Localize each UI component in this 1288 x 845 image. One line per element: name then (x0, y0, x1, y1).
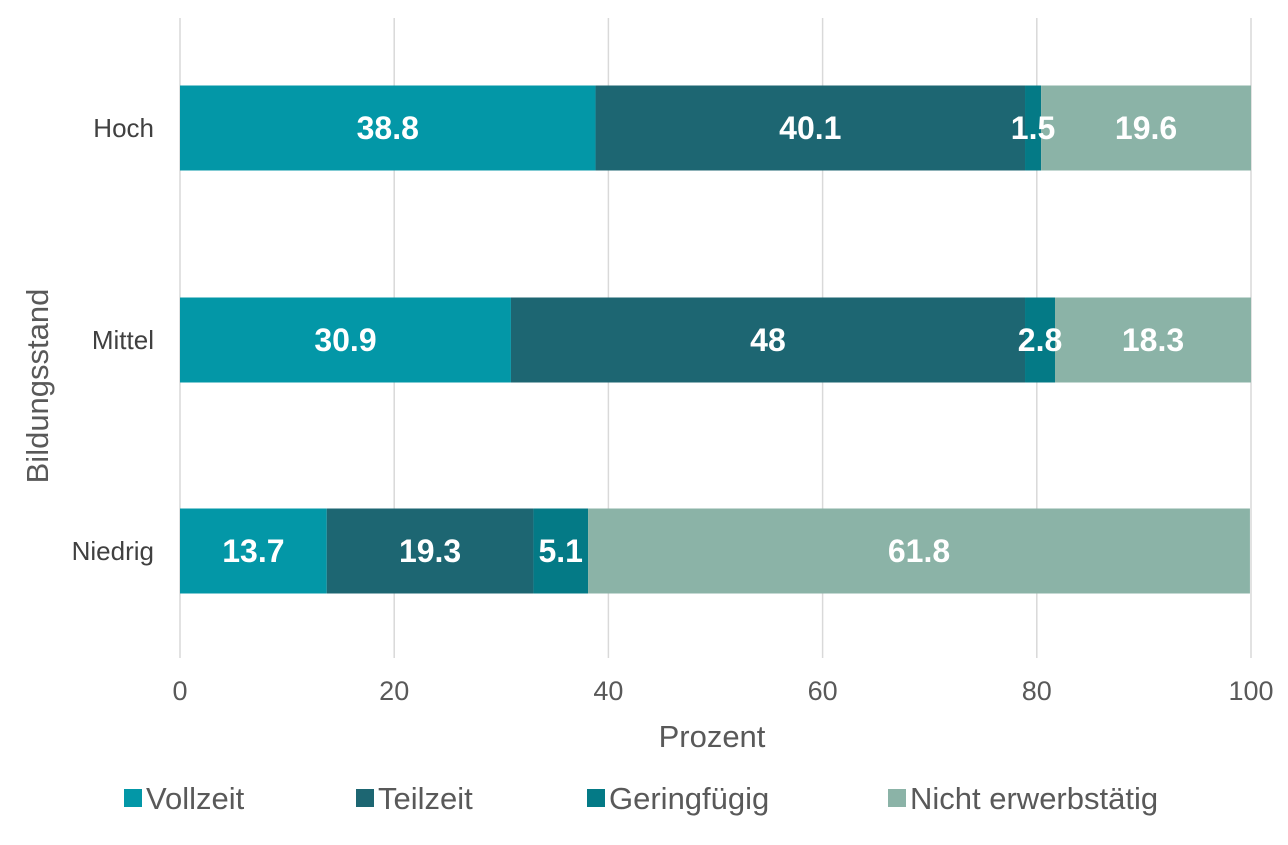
x-axis-title: Prozent (659, 719, 766, 754)
legend-item-teilzeit: Teilzeit (356, 781, 473, 816)
x-axis-ticks: 0 20 40 60 80 100 (172, 676, 1273, 706)
bars (180, 85, 1251, 594)
data-label-mittel-nicht-erwerbstaetig: 18.3 (1122, 322, 1184, 358)
bar-niedrig-teilzeit (326, 508, 534, 594)
data-label-niedrig-vollzeit: 13.7 (222, 533, 284, 569)
bar-mittel-vollzeit (180, 297, 511, 383)
bar-hoch-teilzeit (595, 85, 1026, 171)
y-axis-title: Bildungsstand (20, 289, 55, 484)
bar-hoch-vollzeit (180, 85, 596, 171)
legend-swatch-geringfuegig (587, 789, 605, 807)
bar-niedrig-nicht-erwerbstaetig (588, 508, 1250, 594)
x-tick-label-40: 40 (593, 676, 623, 706)
x-tick-label-20: 20 (379, 676, 409, 706)
data-label-hoch-nicht-erwerbstaetig: 19.6 (1115, 110, 1177, 146)
category-label-hoch: Hoch (93, 113, 154, 143)
bar-hoch-nicht-erwerbstaetig (1041, 85, 1251, 171)
legend-label-vollzeit: Vollzeit (146, 781, 245, 816)
legend-label-teilzeit: Teilzeit (378, 781, 473, 816)
bar-mittel-nicht-erwerbstaetig (1055, 297, 1251, 383)
legend-swatch-vollzeit (124, 789, 142, 807)
legend-item-geringfuegig: Geringfügig (587, 781, 769, 816)
x-tick-label-100: 100 (1228, 676, 1273, 706)
data-label-niedrig-nicht-erwerbstaetig: 61.8 (888, 533, 950, 569)
bar-niedrig-geringfuegig (533, 508, 589, 594)
data-label-hoch-vollzeit: 38.8 (357, 110, 419, 146)
x-tick-label-60: 60 (808, 676, 838, 706)
data-label-niedrig-geringfuegig: 5.1 (538, 533, 582, 569)
x-tick-label-80: 80 (1022, 676, 1052, 706)
legend-item-vollzeit: Vollzeit (124, 781, 245, 816)
data-label-mittel-vollzeit: 30.9 (314, 322, 376, 358)
bar-hoch-geringfuegig (1025, 85, 1042, 171)
y-axis-categories: Hoch Mittel Niedrig (72, 113, 154, 566)
data-labels: 38.8 40.1 1.5 19.6 30.9 48 2.8 18.3 13.7 19.3 5.1 6… (222, 110, 1184, 569)
bar-mittel-teilzeit (510, 297, 1026, 383)
legend-swatch-teilzeit (356, 789, 374, 807)
legend-swatch-nicht-erwerbstaetig (888, 789, 906, 807)
bar-mittel-geringfuegig (1025, 297, 1056, 383)
legend-label-geringfuegig: Geringfügig (609, 781, 769, 816)
x-tick-label-0: 0 (172, 676, 187, 706)
legend-label-nicht-erwerbstaetig: Nicht erwerbstätig (910, 781, 1158, 816)
legend: Vollzeit Teilzeit Geringfügig Nicht erwerbs… (124, 781, 1158, 816)
legend-item-nicht-erwerbstaetig: Nicht erwerbstätig (888, 781, 1158, 816)
data-label-niedrig-teilzeit: 19.3 (399, 533, 461, 569)
data-label-mittel-teilzeit: 48 (750, 322, 786, 358)
bar-niedrig-vollzeit (180, 508, 327, 594)
data-label-mittel-geringfuegig: 2.8 (1018, 322, 1062, 358)
category-label-niedrig: Niedrig (72, 536, 154, 566)
category-label-mittel: Mittel (92, 325, 154, 355)
data-label-hoch-teilzeit: 40.1 (779, 110, 841, 146)
data-label-hoch-geringfuegig: 1.5 (1011, 110, 1055, 146)
